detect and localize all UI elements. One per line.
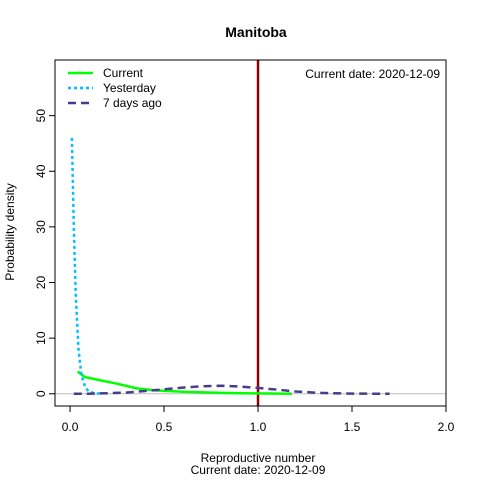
- legend-label-3: 7 days ago: [103, 96, 162, 110]
- legend-label-2: Yesterday: [103, 81, 156, 95]
- y-tick-label: 30: [34, 220, 48, 234]
- x-tick-label: 1.5: [344, 420, 361, 434]
- legend-label-1: Current: [103, 66, 144, 80]
- x-tick-label: 2.0: [438, 420, 455, 434]
- current-date-annotation: Current date: 2020-12-09: [305, 67, 440, 81]
- series-line-3: [73, 384, 390, 396]
- x-tick-label: 0.5: [156, 420, 173, 434]
- series-line-1: [76, 370, 292, 395]
- x-tick-label: 0.0: [62, 420, 79, 434]
- y-tick-label: 50: [34, 109, 48, 123]
- chart-title: Manitoba: [225, 24, 287, 40]
- series-line-2: [70, 137, 103, 396]
- y-tick-label: 0: [34, 390, 48, 397]
- x-axis-label: Reproductive number: [201, 451, 316, 465]
- y-axis-label: Probability density: [3, 183, 17, 280]
- y-axis: 0 10 20 30 40 50: [34, 109, 56, 397]
- x-axis: 0.0 0.5 1.0 1.5 2.0: [62, 405, 455, 434]
- y-tick-label: 40: [34, 164, 48, 178]
- plot-area: [54, 59, 447, 407]
- plot-frame: [54, 59, 447, 407]
- y-tick-label: 20: [34, 276, 48, 290]
- x-tick-label: 1.0: [250, 420, 267, 434]
- y-tick-label: 10: [34, 331, 48, 345]
- x-axis-sublabel: Current date: 2020-12-09: [191, 463, 326, 477]
